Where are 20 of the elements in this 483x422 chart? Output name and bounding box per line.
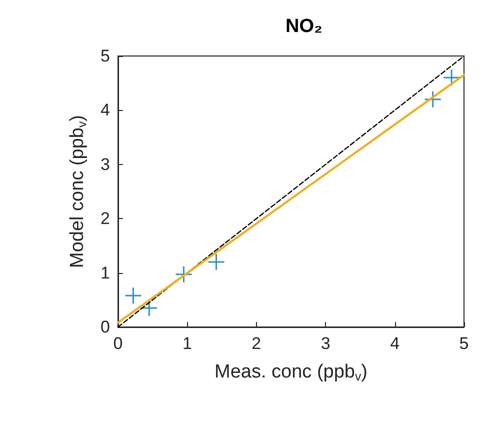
x-tick-label: 1 [182, 334, 192, 353]
x-tick-label: 4 [390, 334, 400, 353]
y-tick-label: 2 [100, 209, 110, 228]
y-tick-label: 0 [100, 318, 110, 336]
y-tick-label: 4 [100, 100, 110, 120]
y-tick-label: 3 [100, 154, 110, 174]
point [140, 299, 158, 317]
y-tick-label: 1 [100, 263, 110, 282]
y-axis-title: Model conc (ppbv) [66, 115, 89, 268]
x-tick-label: 2 [252, 334, 262, 353]
point [442, 68, 460, 86]
point [174, 266, 192, 284]
chart-title: NO₂ [286, 16, 322, 37]
x-tick-label: 3 [320, 334, 330, 353]
point [208, 253, 226, 271]
point [424, 90, 442, 108]
y-tick-label: 5 [100, 46, 110, 66]
x-tick-label: 0 [113, 334, 123, 353]
point [124, 286, 142, 304]
x-tick-label: 5 [459, 334, 469, 353]
